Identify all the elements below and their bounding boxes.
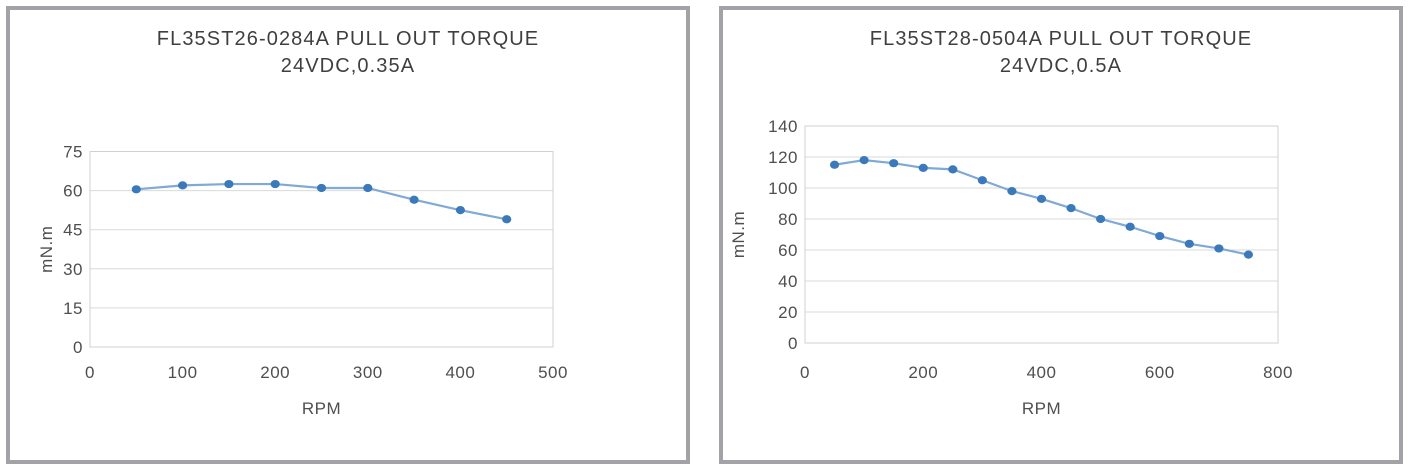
data-point-marker [502, 215, 512, 224]
data-point-marker [1243, 250, 1254, 259]
data-point-marker [131, 185, 141, 194]
data-point-marker [948, 165, 958, 174]
y-tick-label: 20 [778, 303, 798, 322]
y-tick-label: 15 [63, 299, 83, 318]
data-point-marker [1096, 214, 1106, 224]
data-point-marker [859, 156, 869, 165]
plot-area-border [89, 151, 554, 348]
chart-subtitle-line2: 24VDC,0.35A [280, 55, 416, 77]
y-axis-title: mN.m [729, 211, 748, 258]
data-point-marker [1214, 244, 1224, 253]
plot-area-border [804, 125, 1279, 344]
chart-title-line1: FL35ST28-0504A PULL OUT TORQUE [869, 28, 1253, 50]
x-tick-label: 0 [85, 363, 95, 382]
y-axis-title: mN.m [37, 226, 56, 273]
x-tick-label: 200 [260, 363, 290, 382]
data-point-marker [889, 159, 899, 168]
data-point-marker [455, 206, 465, 215]
x-tick-label: 200 [908, 363, 938, 382]
chart-panel-right: FL35ST28-0504A PULL OUT TORQUE 24VDC,0.5… [719, 6, 1403, 464]
data-point-marker [363, 183, 373, 193]
data-point-marker [1007, 187, 1017, 196]
x-tick-label: 400 [1027, 363, 1057, 382]
torque-line-chart-left: 0 15 30 45 60 75 0 100 200 300 400 500 mN.m RPM [37, 143, 568, 419]
y-tick-label: 80 [778, 210, 798, 229]
data-point-marker [1184, 239, 1194, 248]
x-tick-label: 300 [353, 363, 383, 382]
y-tick-label: 30 [63, 260, 83, 279]
x-axis-title: RPM [302, 399, 341, 418]
y-tick-label: 60 [778, 241, 798, 260]
torque-line-chart-right: 0 20 40 60 80 100 120 140 0 200 400 600 800 mN.m RPM [729, 117, 1293, 418]
x-axis-title: RPM [1022, 399, 1061, 418]
chart-title-left: FL35ST26-0284A PULL OUT TORQUE 24VDC,0.3… [10, 26, 686, 80]
data-point-marker [829, 160, 840, 169]
y-tick-label: 45 [63, 221, 83, 240]
chart-panel-left: FL35ST26-0284A PULL OUT TORQUE 24VDC,0.3… [6, 6, 690, 464]
data-point-marker [316, 183, 327, 193]
data-point-marker [918, 163, 928, 172]
x-tick-label: 400 [445, 363, 475, 382]
y-tick-label: 75 [63, 143, 83, 162]
y-tick-label: 0 [73, 338, 83, 357]
chart-title-right: FL35ST28-0504A PULL OUT TORQUE 24VDC,0.5… [723, 26, 1399, 80]
series-line [834, 158, 1249, 256]
data-point-marker [224, 179, 234, 189]
data-point-marker [1066, 204, 1076, 213]
data-point-marker [1036, 194, 1047, 203]
x-tick-label: 600 [1145, 363, 1175, 382]
y-tick-label: 140 [768, 117, 798, 136]
y-tick-label: 60 [63, 182, 83, 201]
x-tick-label: 500 [538, 363, 568, 382]
data-point-marker [977, 176, 987, 185]
y-tick-label: 120 [768, 148, 798, 167]
x-tick-label: 800 [1263, 363, 1293, 382]
chart-subtitle-line2: 24VDC,0.5A [999, 55, 1123, 77]
data-point-marker [409, 195, 419, 204]
data-point-marker [178, 181, 188, 190]
data-point-marker [1155, 231, 1165, 241]
data-point-marker [1125, 222, 1135, 231]
data-point-marker [270, 179, 280, 189]
y-tick-label: 100 [768, 179, 798, 198]
y-tick-label: 0 [788, 334, 798, 353]
chart-title-line1: FL35ST26-0284A PULL OUT TORQUE [156, 28, 540, 50]
x-tick-label: 0 [800, 363, 810, 382]
x-tick-label: 100 [168, 363, 198, 382]
y-tick-label: 40 [778, 272, 798, 291]
